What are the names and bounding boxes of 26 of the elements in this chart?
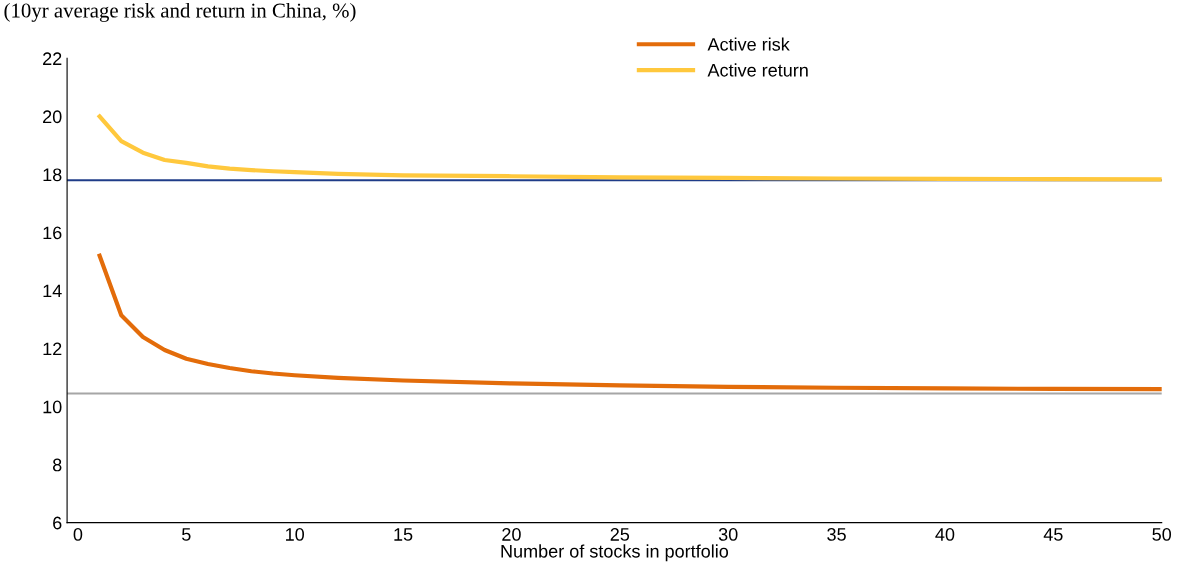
legend-label: Active return: [707, 63, 808, 77]
x-tick-label: 10: [286, 528, 305, 541]
y-tick-label: 16: [43, 226, 62, 240]
x-tick-label: 40: [935, 528, 955, 541]
y-tick-label: 22: [43, 52, 62, 65]
y-tick-label: 10: [43, 400, 62, 414]
x-tick-label: 20: [502, 528, 521, 541]
x-tick-label: 25: [610, 528, 630, 541]
y-tick-label: 12: [43, 342, 62, 356]
x-tick-label: 50: [1152, 528, 1172, 541]
x-tick-label: 45: [1043, 528, 1063, 541]
x-tick-label: 35: [827, 528, 846, 541]
x-tick-label: 15: [394, 528, 413, 541]
x-axis-title: Number of stocks in portfolio: [501, 544, 729, 562]
line-series: [97, 114, 1162, 182]
y-tick-label: 14: [43, 284, 62, 298]
y-tick-label: 8: [52, 458, 62, 472]
y-tick-label: 6: [53, 516, 62, 530]
y-tick-label: 20: [43, 110, 62, 124]
legend-label: Active risk: [707, 37, 790, 51]
line-series: [97, 253, 1162, 392]
x-tick-label: 5: [182, 528, 191, 541]
chart-title: (10yr average risk and return in China, %): [4, 2, 356, 22]
y-tick-label: 18: [43, 168, 62, 182]
x-tick-label: 0: [73, 528, 83, 541]
x-tick-label: 30: [718, 528, 738, 541]
